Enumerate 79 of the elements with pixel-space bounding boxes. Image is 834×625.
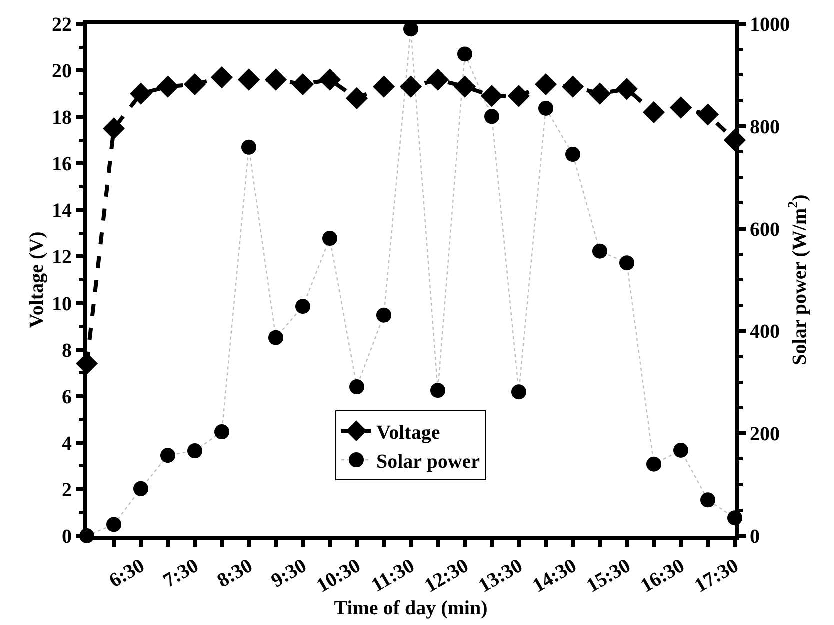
point — [620, 256, 634, 271]
y2-tick-label: 0 — [750, 526, 760, 548]
point — [238, 68, 260, 91]
y-tick-label: 6 — [62, 386, 72, 408]
point — [458, 46, 472, 62]
point — [538, 100, 554, 116]
x-tick-label: 14:30 — [529, 554, 580, 598]
point — [426, 68, 450, 91]
point — [346, 87, 368, 110]
x-tick-label: 9:30 — [268, 554, 310, 592]
y-tick-label: 10 — [52, 293, 72, 316]
point — [696, 104, 720, 126]
point — [318, 68, 342, 91]
point — [106, 517, 122, 532]
x-tick-label: 7:30 — [160, 554, 202, 592]
x-tick-label: 13:30 — [475, 554, 526, 598]
y-tick-label: 22 — [52, 14, 72, 36]
point — [376, 308, 392, 323]
point — [642, 101, 666, 124]
y-tick-label: 16 — [52, 154, 72, 176]
point — [350, 380, 364, 395]
point — [188, 444, 202, 459]
point — [292, 73, 314, 96]
point — [646, 456, 662, 472]
point — [588, 82, 612, 105]
point — [264, 68, 288, 91]
point — [512, 384, 526, 400]
y-tick-label: 14 — [52, 200, 72, 222]
y-tick-label: 20 — [52, 60, 72, 83]
y2-tick-label: 400 — [750, 321, 780, 344]
y-tick-label: 0 — [62, 526, 72, 548]
point — [700, 492, 716, 508]
y-tick-label: 8 — [62, 340, 72, 362]
y2-tick-label: 600 — [750, 218, 780, 241]
y2-tick-label: 1000 — [750, 14, 790, 36]
y-axis-title: Voltage (V) — [26, 232, 48, 328]
y2-tick-label: 800 — [750, 116, 780, 138]
y-tick-label: 18 — [52, 107, 72, 130]
point — [534, 73, 558, 96]
point — [566, 147, 580, 162]
point — [130, 82, 152, 105]
point — [670, 96, 692, 119]
y2-tick-label: 200 — [750, 424, 780, 446]
x-tick-label: 8:30 — [214, 554, 256, 592]
point — [400, 76, 422, 98]
point — [102, 118, 126, 140]
point — [268, 330, 284, 346]
y-tick-label: 2 — [62, 479, 72, 502]
point — [296, 299, 310, 314]
x-axis-title: Time of day (min) — [334, 597, 488, 620]
point — [184, 73, 206, 96]
point — [160, 448, 176, 464]
y-tick-label: 4 — [62, 432, 72, 455]
point — [508, 85, 530, 108]
point — [372, 76, 396, 98]
x-tick-label: 12:30 — [421, 554, 472, 598]
legend-label: Voltage — [376, 422, 440, 444]
point — [214, 424, 230, 440]
point — [454, 76, 476, 98]
point — [484, 109, 500, 124]
point — [430, 383, 446, 398]
point — [562, 76, 584, 98]
x-tick-label: 10:30 — [313, 554, 364, 598]
point — [210, 66, 234, 89]
point — [674, 443, 688, 458]
point — [322, 231, 338, 246]
legend-label: Solar power — [376, 450, 480, 473]
x-tick-label: 16:30 — [637, 554, 688, 598]
point — [616, 78, 638, 100]
point — [134, 481, 148, 496]
y-tick-label: 12 — [52, 246, 72, 269]
x-tick-label: 15:30 — [583, 554, 634, 598]
point — [480, 85, 504, 108]
x-tick-label: 6:30 — [106, 554, 148, 592]
point — [156, 76, 180, 98]
point — [242, 140, 256, 155]
point — [592, 244, 608, 259]
x-tick-label: 11:30 — [368, 554, 418, 597]
x-tick-label: 17:30 — [691, 554, 742, 598]
